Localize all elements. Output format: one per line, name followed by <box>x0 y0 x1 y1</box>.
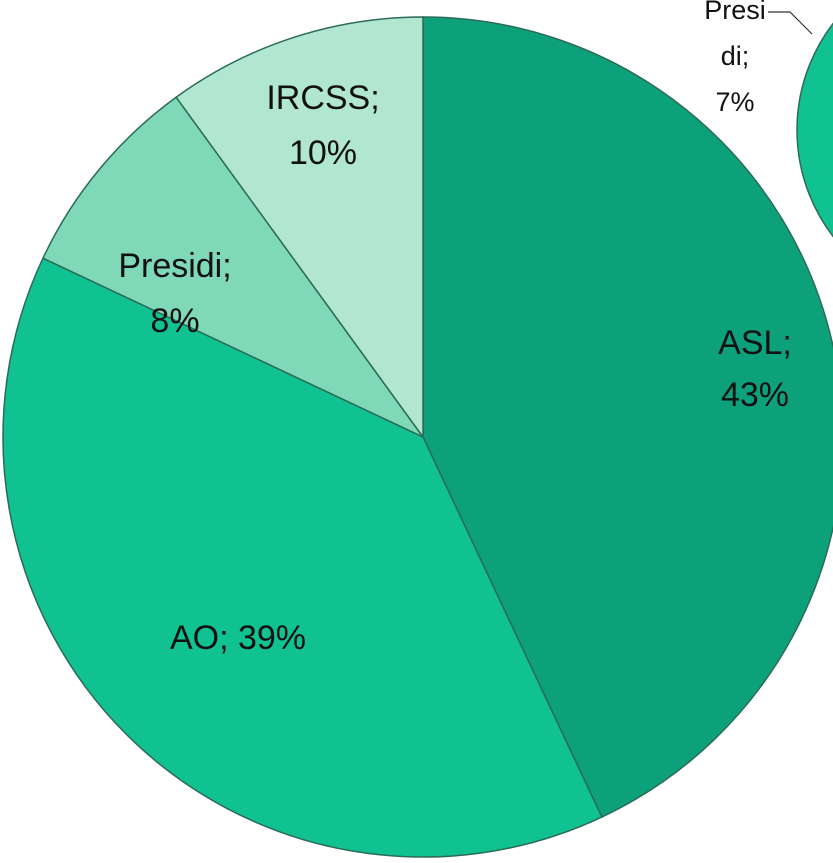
data-label-line: IRCSS; <box>266 79 379 117</box>
data-label: IRCSS; 10% <box>266 79 379 172</box>
pie-slice <box>41 96 424 438</box>
data-label-line: AO; 39% <box>170 619 306 657</box>
data-label-line: 43% <box>721 376 789 414</box>
data-label-line: Presi <box>704 0 766 25</box>
pie-slice <box>2 257 603 858</box>
data-label-line: 8% <box>150 302 199 340</box>
data-label-line: 10% <box>289 134 357 172</box>
data-label: AO; 39% <box>170 619 306 657</box>
pie-slice <box>175 16 424 440</box>
data-label-line: 7% <box>715 87 754 117</box>
data-label-line: di; <box>721 41 750 71</box>
data-label: Presidi; 8% <box>118 247 231 340</box>
second-pie-outline <box>796 22 833 238</box>
data-label-line: Presidi; <box>118 247 231 285</box>
data-label-line: ASL; <box>718 324 792 362</box>
data-label: Presi di; 7% <box>704 0 766 117</box>
data-label: ASL; 43% <box>718 324 792 414</box>
leader-line <box>768 11 813 35</box>
